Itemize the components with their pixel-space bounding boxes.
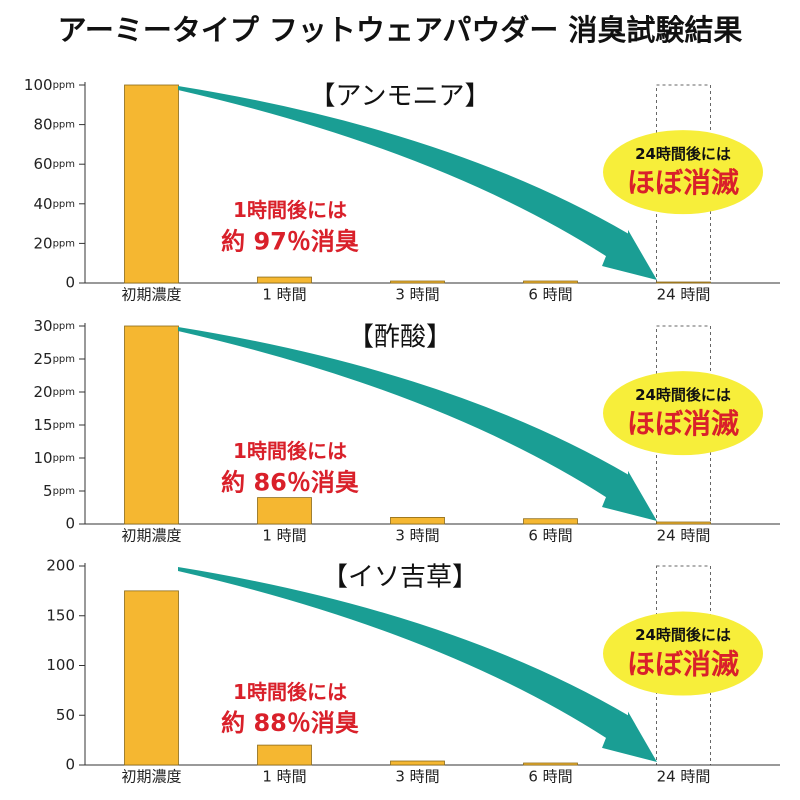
- bar: [257, 276, 312, 284]
- bar: [523, 280, 578, 284]
- bar: [390, 280, 445, 284]
- arrow: [178, 326, 657, 522]
- callout-line: ほぼ消滅: [627, 166, 739, 199]
- y-tick-label: 0: [65, 274, 75, 292]
- x-tick-label: 24 時間: [657, 527, 711, 545]
- y-tick-label: 0: [65, 515, 75, 533]
- bar: [656, 281, 711, 284]
- bar: [390, 760, 445, 766]
- y-tick-label: 30ppm: [33, 317, 75, 335]
- bar: [523, 762, 578, 766]
- callout-bubble: [603, 371, 763, 456]
- arrow: [178, 85, 657, 281]
- x-tick-label: 3 時間: [395, 527, 439, 545]
- bar: [656, 521, 711, 525]
- callout-bubble: [603, 611, 763, 696]
- chart-title: 【酢酸】: [348, 323, 452, 353]
- y-tick-label: 20ppm: [33, 234, 75, 252]
- x-tick-label: 初期濃度: [121, 768, 181, 786]
- y-tick-label: 0: [65, 756, 75, 774]
- y-tick-label: 150: [46, 606, 75, 624]
- arrow: [178, 566, 657, 763]
- y-tick-label: 200: [46, 557, 75, 575]
- x-tick-label: 1 時間: [262, 768, 306, 786]
- y-tick-label: 100ppm: [24, 76, 75, 94]
- callout-line: 24時間後には: [635, 626, 731, 644]
- bar: [124, 84, 179, 284]
- x-tick-label: 6 時間: [528, 768, 572, 786]
- y-tick-label: 10ppm: [33, 449, 75, 467]
- x-tick-label: 1 時間: [262, 286, 306, 304]
- bar: [124, 325, 179, 525]
- callout-line: 24時間後には: [635, 145, 731, 163]
- callout-line: 24時間後には: [635, 386, 731, 404]
- x-tick-label: 初期濃度: [121, 286, 181, 304]
- page-title: アーミータイプ フットウェアパウダー 消臭試験結果: [58, 13, 743, 47]
- y-tick-label: 40ppm: [33, 194, 75, 212]
- callout-bubble: [603, 130, 763, 215]
- note-line: 約 88％消臭: [221, 709, 359, 737]
- highlight-box: [656, 565, 711, 766]
- note-line: 約 97％消臭: [221, 227, 359, 255]
- y-tick-label: 100: [46, 656, 75, 674]
- bar: [257, 497, 312, 525]
- callout-line: ほぼ消滅: [627, 407, 739, 440]
- x-tick-label: 6 時間: [528, 286, 572, 304]
- bar: [124, 590, 179, 766]
- y-tick-label: 25ppm: [33, 350, 75, 368]
- x-tick-label: 1 時間: [262, 527, 306, 545]
- y-tick-label: 20ppm: [33, 383, 75, 401]
- chart-title: 【イソ吉草】: [322, 563, 478, 593]
- callout-line: ほぼ消滅: [627, 648, 739, 681]
- note-line: 約 86％消臭: [221, 468, 359, 496]
- note-line: 1時間後には: [233, 439, 347, 463]
- y-tick-label: 50: [56, 706, 75, 724]
- x-tick-label: 24 時間: [657, 768, 711, 786]
- x-tick-label: 3 時間: [395, 768, 439, 786]
- y-tick-label: 60ppm: [33, 155, 75, 173]
- y-tick-label: 80ppm: [33, 115, 75, 133]
- chart-title: 【アンモニア】: [310, 82, 491, 112]
- x-tick-label: 24 時間: [657, 286, 711, 304]
- bar: [390, 517, 445, 525]
- note-line: 1時間後には: [233, 198, 347, 222]
- x-tick-label: 6 時間: [528, 527, 572, 545]
- bar: [523, 518, 578, 525]
- x-tick-label: 3 時間: [395, 286, 439, 304]
- y-tick-label: 15ppm: [33, 416, 75, 434]
- x-tick-label: 初期濃度: [121, 527, 181, 545]
- y-tick-label: 5ppm: [43, 482, 75, 500]
- note-line: 1時間後には: [233, 680, 347, 704]
- bar: [257, 744, 312, 766]
